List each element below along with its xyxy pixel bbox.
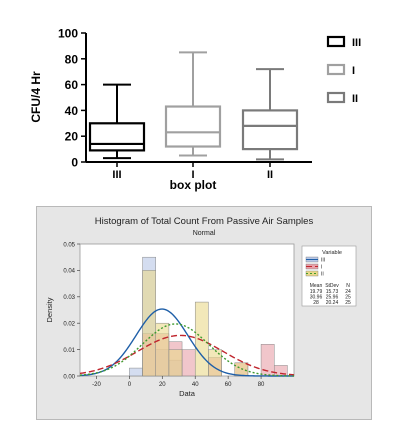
- y-tick-label: 0.01: [63, 348, 75, 354]
- y-tick-label: 100: [58, 27, 78, 41]
- iqr-box: [241, 109, 299, 151]
- box-III: [88, 83, 146, 160]
- histogram-title: Histogram of Total Count From Passive Ai…: [95, 216, 314, 227]
- legend-table-cell: 25: [345, 300, 351, 306]
- normal-curve-I: [79, 334, 295, 376]
- histogram-figure: Histogram of Total Count From Passive Ai…: [45, 216, 357, 398]
- histogram-subtitle: Normal: [193, 230, 216, 237]
- bar-II: [234, 362, 249, 377]
- legend-table-cell: 30.96: [310, 295, 323, 301]
- legend-table-cell: 20.24: [326, 300, 339, 306]
- y-tick-label: 0.00: [63, 374, 75, 380]
- legend-table-header: N: [346, 283, 350, 289]
- x-tick-label: 60: [225, 382, 232, 388]
- legend-table-cell: 25.96: [326, 295, 339, 301]
- box-plot-y-axis-label: CFU/4 Hr: [29, 71, 43, 123]
- histogram-y-ticks: 0.00 0.01 0.02 0.03 0.04 0.05: [63, 242, 80, 380]
- bar-II: [155, 322, 170, 377]
- legend-label-II: II: [321, 272, 324, 278]
- box-plot-y-ticks: 0 20 40 60 80 100: [58, 27, 86, 170]
- y-tick-label: 0.03: [63, 295, 75, 301]
- legend-label-III: III: [321, 258, 325, 264]
- legend-label-II: II: [352, 93, 358, 105]
- bar-III: [129, 367, 143, 377]
- box-plot-axes: [85, 33, 312, 163]
- legend-label-I: I: [352, 65, 355, 77]
- y-tick-label: 0: [71, 156, 78, 170]
- y-tick-label: 0.02: [63, 322, 75, 328]
- iqr-box: [164, 105, 222, 148]
- box-plot-boxes: [88, 51, 299, 161]
- box-plot-x-ticks: III I II: [112, 162, 273, 181]
- legend-title: Variable: [322, 250, 342, 256]
- legend-label-III: III: [352, 37, 361, 49]
- box-II: [241, 68, 299, 161]
- y-tick-label: 80: [65, 52, 79, 66]
- legend-table-header: Mean: [310, 283, 323, 289]
- x-tick-label: II: [267, 169, 273, 181]
- normal-curve-II: [79, 323, 295, 377]
- bar-II: [168, 349, 183, 377]
- x-tick-label: III: [112, 169, 121, 181]
- histogram-y-axis-label: Density: [45, 297, 54, 322]
- legend-table-cell: 25: [345, 295, 351, 301]
- bar-I: [181, 349, 196, 377]
- box-I: [164, 51, 222, 157]
- iqr-box: [88, 122, 146, 152]
- y-tick-label: 0.05: [63, 242, 75, 248]
- y-tick-label: 60: [65, 78, 79, 92]
- x-tick-label: 20: [159, 382, 166, 388]
- histogram-bars: [129, 256, 288, 377]
- legend-table-header: StDev: [325, 283, 339, 289]
- legend-label-I: I: [321, 265, 322, 271]
- x-tick-label: I: [191, 169, 194, 181]
- y-tick-label: 40: [65, 104, 79, 118]
- legend-swatch-III: [326, 35, 346, 48]
- legend-swatch-II: [326, 91, 346, 104]
- histogram-x-ticks: -20 0 20 40 60 80: [92, 376, 265, 388]
- bars-II: [142, 270, 249, 377]
- x-tick-label: 40: [192, 382, 199, 388]
- bar-II: [194, 301, 209, 377]
- histogram-x-axis-label: Data: [179, 389, 196, 398]
- legend-table-cell: 19.79: [310, 289, 323, 295]
- y-tick-label: 0.04: [63, 269, 75, 275]
- x-tick-label: 80: [258, 382, 265, 388]
- x-tick-label: -20: [92, 382, 101, 388]
- legend-table-cell: 15.73: [326, 289, 339, 295]
- box-plot-x-axis-label: box plot: [170, 178, 217, 192]
- x-tick-label: 0: [128, 382, 132, 388]
- legend-table-cell: 24: [345, 289, 351, 295]
- y-tick-label: 20: [65, 130, 79, 144]
- legend-table-cell: 28: [313, 300, 319, 306]
- legend-swatch-I: [326, 63, 346, 76]
- histogram-curves: [79, 308, 295, 377]
